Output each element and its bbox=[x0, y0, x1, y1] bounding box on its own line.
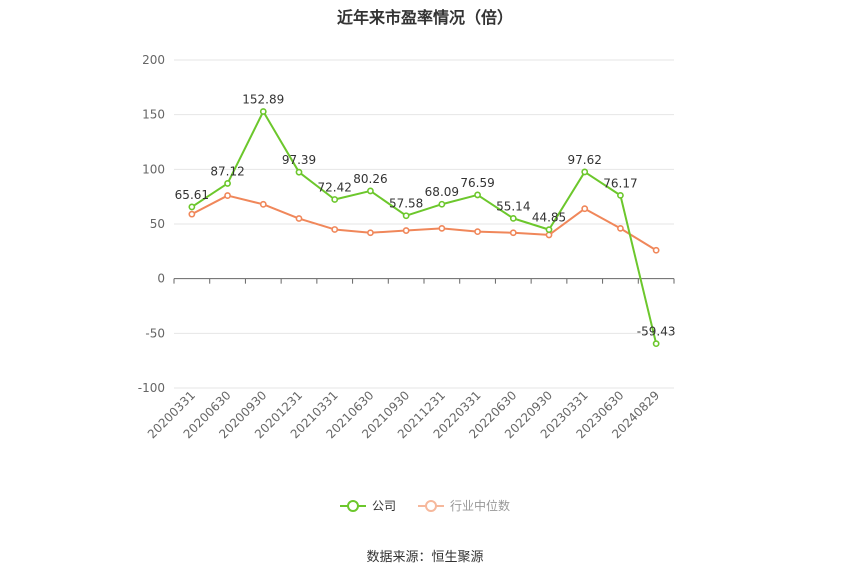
data-point-industry-median bbox=[331, 226, 339, 233]
data-label-company: 97.39 bbox=[282, 153, 316, 167]
data-point-industry-median bbox=[509, 229, 517, 237]
y-tick-label: 150 bbox=[142, 108, 165, 122]
data-point-industry-median bbox=[188, 210, 196, 218]
data-label-company: 152.89 bbox=[242, 93, 284, 107]
legend-marker-industry-median bbox=[418, 499, 444, 512]
y-tick-label: 0 bbox=[157, 272, 165, 286]
legend-item-company[interactable]: 公司 bbox=[339, 497, 396, 514]
data-point-company bbox=[438, 200, 446, 208]
data-label-company: 65.61 bbox=[175, 188, 209, 202]
data-point-industry-median bbox=[474, 228, 481, 236]
data-point-industry-median bbox=[259, 200, 267, 208]
y-tick-label: 200 bbox=[142, 53, 165, 67]
data-point-company bbox=[509, 214, 517, 222]
data-label-company: 44.85 bbox=[532, 211, 566, 225]
data-point-industry-median bbox=[652, 246, 660, 254]
data-point-company bbox=[581, 168, 589, 176]
legend-item-industry-median[interactable]: 行业中位数 bbox=[418, 497, 510, 514]
data-label-company: 76.59 bbox=[460, 176, 494, 190]
chart-legend: 公司 行业中位数 bbox=[0, 497, 850, 514]
data-point-industry-median bbox=[224, 192, 231, 199]
data-point-company bbox=[295, 168, 303, 176]
data-label-company: 87.12 bbox=[210, 164, 244, 178]
data-label-company: 76.17 bbox=[603, 176, 637, 190]
data-point-industry-median bbox=[295, 215, 303, 222]
data-point-industry-median bbox=[402, 227, 410, 234]
data-point-company bbox=[259, 108, 267, 115]
series-line-industry-median bbox=[191, 194, 657, 252]
data-label-company: 80.26 bbox=[353, 172, 387, 186]
chart-title: 近年来市盈率情况（倍） bbox=[336, 8, 513, 27]
data-label-company: 68.09 bbox=[425, 185, 459, 199]
data-point-company bbox=[188, 203, 196, 211]
data-point-company bbox=[474, 191, 481, 199]
data-label-company: 57.58 bbox=[389, 197, 423, 211]
data-point-industry-median bbox=[367, 229, 374, 237]
series-line-company bbox=[191, 110, 658, 344]
data-point-company bbox=[331, 196, 339, 203]
source-note: 数据来源：恒生聚源 bbox=[366, 550, 484, 565]
data-point-industry-median bbox=[581, 205, 589, 213]
data-point-company bbox=[545, 226, 553, 234]
data-point-company bbox=[652, 340, 660, 348]
data-point-industry-median bbox=[545, 231, 553, 239]
y-tick-label: -100 bbox=[138, 381, 165, 395]
data-point-company bbox=[224, 180, 231, 187]
data-label-company: 55.14 bbox=[496, 199, 530, 213]
data-point-industry-median bbox=[438, 224, 446, 232]
data-point-company bbox=[617, 191, 624, 199]
y-tick-label: 50 bbox=[150, 217, 165, 231]
data-point-company bbox=[402, 212, 410, 220]
data-label-company: 97.62 bbox=[568, 153, 602, 167]
data-label-company: -59.43 bbox=[637, 325, 676, 339]
y-tick-label: -50 bbox=[145, 326, 165, 340]
legend-marker-company bbox=[339, 499, 366, 512]
data-label-company: 72.42 bbox=[318, 180, 352, 194]
data-point-industry-median bbox=[617, 224, 624, 232]
data-point-company bbox=[367, 187, 374, 195]
y-tick-label: 100 bbox=[142, 162, 165, 176]
legend-label-company: 公司 bbox=[371, 499, 396, 513]
legend-label-industry-median: 行业中位数 bbox=[450, 499, 511, 513]
